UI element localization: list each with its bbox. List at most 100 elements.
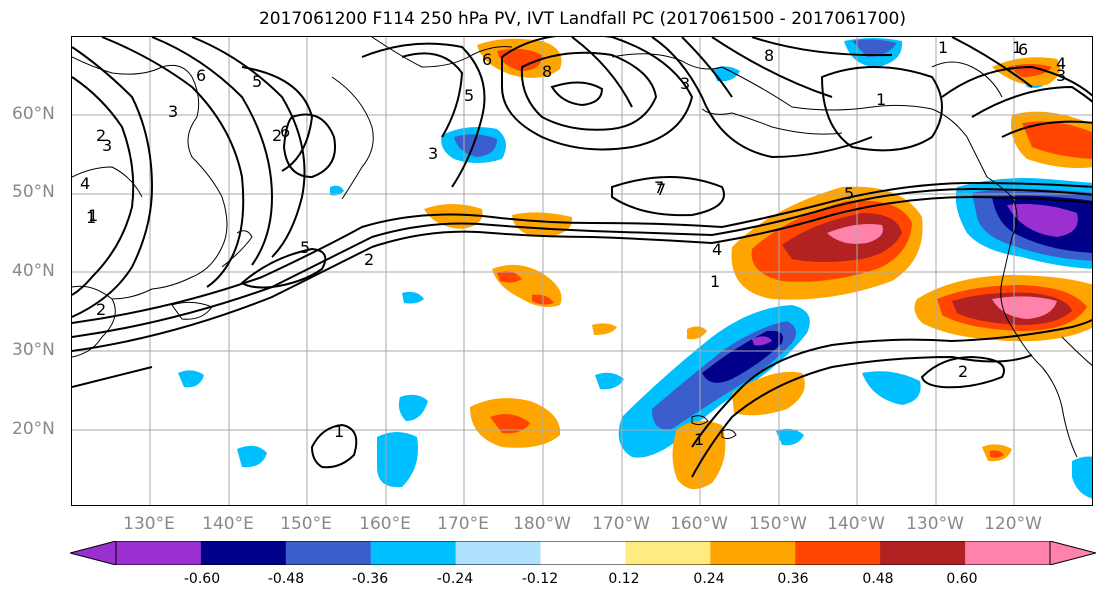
lon-label-180w: 180°W: [513, 514, 571, 534]
contour-label: 4: [712, 240, 722, 259]
colorbar-segment: [710, 541, 796, 565]
lat-label-50: 50°N: [12, 182, 55, 202]
contour-label: 4: [1056, 54, 1066, 73]
contour-label: 8: [764, 46, 774, 65]
map-title: 2017061200 F114 250 hPa PV, IVT Landfall…: [258, 9, 906, 29]
contour-label: 4: [80, 174, 90, 193]
colorbar-segment: [285, 541, 372, 565]
fill-blob: [398, 394, 428, 421]
fill-blob: [852, 39, 897, 57]
colorbar-segment: [540, 541, 626, 565]
map-panel: 6 5 3 2 3 4 1 6 3 5 2 2 1 6 8 5 3 8 7 5 …: [71, 36, 1093, 506]
lon-label-170w: 170°W: [592, 514, 650, 534]
colorbar-segment: [116, 541, 202, 565]
fill-blob: [990, 450, 1004, 458]
fill-blob: [827, 224, 883, 244]
contour-label: 1: [88, 206, 98, 225]
colorbar-segment: [455, 541, 542, 565]
fill-blob: [490, 414, 530, 434]
contour-label: 1: [694, 430, 704, 449]
contour-label: 1: [876, 90, 886, 109]
coastlines: [72, 37, 1092, 458]
colorbar-segment: [965, 541, 1051, 565]
lon-label-130w: 130°W: [906, 514, 964, 534]
contour-label: 1: [938, 38, 948, 57]
colorbar-tick: -0.12: [521, 571, 559, 587]
fill-blob: [497, 271, 522, 283]
contour-label: 3: [1056, 66, 1066, 85]
lon-label-150w: 150°W: [749, 514, 807, 534]
colorbar-min-arrow: [70, 541, 117, 565]
colorbar-tick: -0.60: [183, 571, 221, 587]
fill-blob: [178, 370, 204, 388]
colorbar-tick: 0.60: [946, 571, 978, 587]
colorbar-segment: [880, 541, 966, 565]
lon-label-170e: 170°E: [437, 514, 489, 534]
colorbar-tick: -0.36: [351, 571, 389, 587]
contour-label: 6: [1018, 40, 1028, 59]
fill-blob: [1022, 121, 1092, 159]
colorbar-segment: [625, 541, 711, 565]
fill-blob: [330, 185, 344, 196]
lon-label-160e: 160°E: [359, 514, 411, 534]
contour-label: 2: [364, 250, 374, 269]
contour-label: 5: [464, 86, 474, 105]
colorbar-tick: 0.36: [777, 571, 809, 587]
colorbar-tick: -0.24: [436, 571, 474, 587]
contour-label: 6: [196, 66, 206, 85]
contour-label: 6: [482, 50, 492, 69]
contour-label: 5: [252, 72, 262, 91]
colorbar-tick: 0.48: [862, 571, 894, 587]
fill-blob: [454, 134, 497, 157]
lon-label-150e: 150°E: [280, 514, 332, 534]
contour-label: 1: [334, 422, 344, 441]
contour-label: 8: [542, 62, 552, 81]
fill-blob: [402, 291, 424, 304]
lon-label-120w: 120°W: [984, 514, 1042, 534]
lat-label-40: 40°N: [12, 261, 55, 281]
contour-label: 7: [654, 178, 664, 197]
fill-blob: [595, 372, 624, 390]
fill-blob: [592, 323, 617, 335]
contour-label: 1: [86, 208, 96, 227]
contour-label: 3: [102, 136, 112, 155]
lon-label-160w: 160°W: [670, 514, 728, 534]
lat-label-30: 30°N: [12, 340, 55, 360]
contour-label: 1: [710, 272, 720, 291]
lon-label-130e: 130°E: [123, 514, 175, 534]
contour-label: 2: [96, 300, 106, 319]
colorbar: [70, 541, 1096, 565]
fill-blob: [497, 48, 542, 71]
colorbar-segment: [200, 541, 287, 565]
fill-blob: [687, 326, 707, 340]
contour-label: 5: [300, 238, 310, 257]
contour-label: 3: [428, 144, 438, 163]
fill-blob: [377, 432, 418, 488]
contour-label: 6: [280, 122, 290, 141]
fill-blob: [992, 296, 1057, 319]
lat-label-60: 60°N: [12, 104, 55, 124]
colorbar-tick: 0.12: [608, 571, 640, 587]
fill-blob: [862, 371, 921, 405]
contour-label: 2: [96, 126, 106, 145]
contour-label: 3: [680, 74, 690, 93]
pv-contours: [72, 37, 1092, 478]
contour-labels: 6 5 3 2 3 4 1 6 3 5 2 2 1 6 8 5 3 8 7 5 …: [80, 38, 1066, 449]
fill-blob: [512, 212, 573, 237]
colorbar-max-arrow: [1049, 541, 1096, 565]
lat-label-20: 20°N: [12, 419, 55, 439]
contour-label: 2: [958, 362, 968, 381]
lon-label-140w: 140°W: [827, 514, 885, 534]
fill-blob: [1072, 456, 1092, 499]
fill-blob: [237, 445, 267, 468]
contour-label: 5: [844, 184, 854, 203]
fill-blob: [776, 428, 804, 446]
contour-label: 3: [168, 102, 178, 121]
map-canvas: 6 5 3 2 3 4 1 6 3 5 2 2 1 6 8 5 3 8 7 5 …: [72, 37, 1092, 505]
contour-label: 1: [1012, 38, 1022, 57]
contour-label: 2: [272, 126, 282, 145]
contour-label: 7: [656, 180, 666, 199]
colorbar-segment: [370, 541, 457, 565]
colorbar-tick: 0.24: [693, 571, 725, 587]
lon-label-140e: 140°E: [202, 514, 254, 534]
